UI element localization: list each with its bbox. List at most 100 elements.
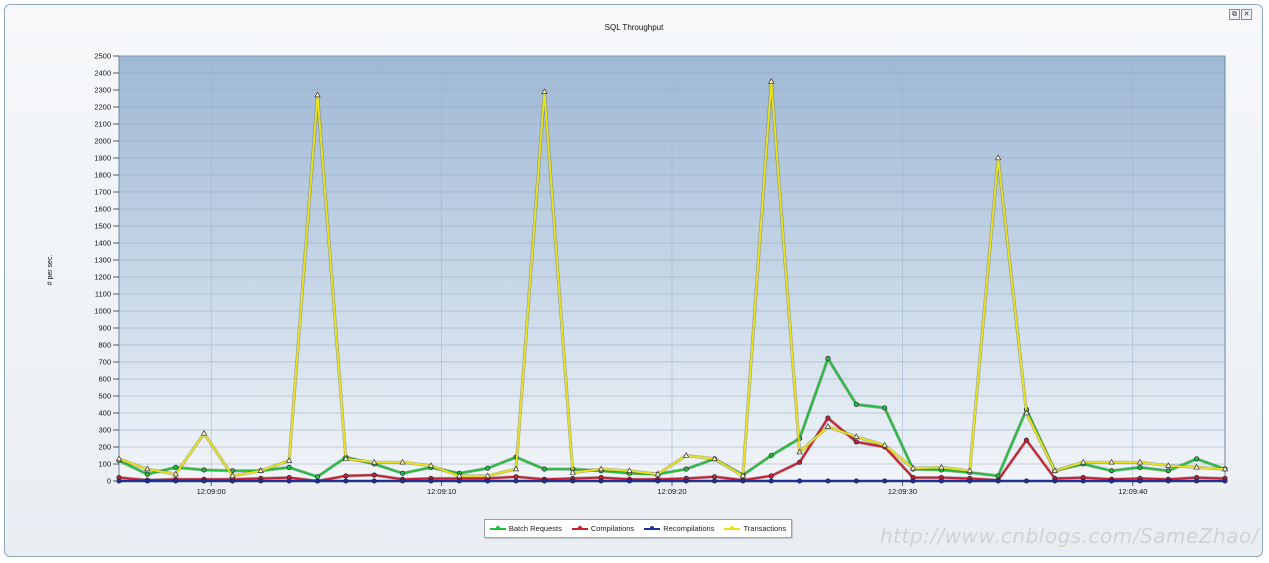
grid-lines: [119, 55, 1225, 481]
data-point: [343, 478, 349, 484]
y-tick-label: 2000: [94, 137, 111, 146]
legend-swatch: [724, 525, 741, 530]
y-tick-label: 1300: [94, 256, 111, 265]
data-point: [285, 457, 293, 463]
legend-item[interactable]: Transactions: [724, 524, 786, 533]
data-point: [711, 474, 718, 480]
y-tick-label: 1900: [94, 154, 111, 163]
data-point: [683, 466, 689, 472]
data-point: [1023, 478, 1030, 484]
data-point: [882, 405, 888, 411]
data-point: [881, 441, 888, 448]
data-point: [456, 472, 463, 479]
y-tick-label: 700: [98, 358, 111, 367]
data-point: [201, 478, 207, 484]
data-point: [711, 478, 718, 484]
data-point: [1023, 437, 1030, 443]
y-tick-label: 1600: [94, 205, 111, 214]
legend-item[interactable]: Recompilations: [644, 524, 714, 533]
y-tick-label: 1200: [94, 273, 111, 282]
y-tick-label: 2500: [94, 52, 111, 61]
data-point: [1023, 409, 1030, 416]
data-point: [597, 465, 605, 472]
data-point: [1108, 458, 1115, 465]
data-point: [796, 448, 803, 455]
data-point: [1136, 458, 1144, 465]
legend-label: Recompilations: [663, 524, 715, 533]
y-tick-label: 0: [107, 477, 111, 486]
y-tick-label: 2400: [94, 69, 111, 78]
legend-item[interactable]: Batch Requests: [489, 524, 562, 533]
data-point: [399, 458, 406, 465]
data-point: [229, 472, 236, 479]
data-point: [116, 478, 122, 484]
data-point: [824, 423, 832, 429]
data-point: [286, 464, 292, 470]
data-point: [428, 478, 434, 484]
y-tick-label: 1800: [94, 171, 111, 180]
x-axis: 12:09:00 12:09:10 12:09:20 12:09:30 12:09:40: [119, 480, 1225, 496]
series-transactions: [115, 77, 1229, 479]
data-point: [768, 473, 774, 479]
legend-swatch: [489, 525, 506, 530]
data-point: [484, 472, 491, 479]
data-point: [768, 452, 774, 459]
data-point: [853, 478, 859, 484]
data-point: [768, 77, 775, 84]
data-point: [1194, 478, 1200, 484]
data-point: [314, 474, 321, 480]
data-point: [1080, 478, 1086, 484]
y-tick-label: 100: [98, 460, 111, 469]
y-tick-label: 2200: [94, 103, 111, 112]
data-point: [569, 468, 576, 475]
data-point: [655, 478, 661, 484]
data-point: [144, 478, 150, 484]
legend-item[interactable]: Compilations: [571, 524, 634, 533]
data-point: [144, 465, 151, 472]
chart-legend: Batch Requests Compilations Recompilations…: [484, 519, 792, 538]
data-point: [626, 478, 633, 484]
data-point: [825, 478, 831, 484]
data-point: [938, 478, 944, 484]
data-point: [797, 478, 803, 484]
data-point: [938, 463, 945, 470]
data-point: [598, 478, 604, 484]
y-tick-label: 1500: [94, 222, 111, 231]
legend-swatch: [571, 525, 588, 530]
legend-label: Transactions: [743, 524, 787, 533]
data-point: [853, 439, 859, 445]
data-point: [258, 478, 264, 484]
data-point: [371, 458, 378, 465]
y-tick-label: 400: [98, 409, 111, 418]
data-point: [1165, 462, 1172, 468]
data-point: [740, 478, 746, 484]
data-point: [512, 465, 520, 472]
data-point: [1051, 467, 1059, 473]
data-point: [541, 88, 548, 94]
data-point: [541, 478, 547, 484]
data-point: [909, 464, 917, 471]
close-icon[interactable]: ✕: [1241, 9, 1252, 20]
data-point: [966, 467, 973, 473]
data-point: [967, 478, 973, 484]
data-point: [485, 478, 491, 484]
data-point: [1137, 464, 1143, 470]
data-point: [654, 470, 662, 477]
data-point: [173, 464, 179, 470]
data-point: [1109, 478, 1115, 484]
legend-swatch: [644, 525, 661, 530]
data-point: [739, 472, 747, 479]
data-point: [683, 478, 689, 484]
y-tick-label: 1100: [95, 290, 111, 299]
legend-label: Batch Requests: [508, 524, 562, 533]
restore-icon[interactable]: ⧉: [1229, 9, 1240, 20]
data-point: [882, 478, 888, 484]
data-point: [825, 415, 831, 421]
y-tick-label: 2300: [94, 86, 111, 95]
y-axis: 0 100 200 300 400 500 600 700 800 900 1000 1100 1200…: [94, 52, 119, 486]
data-point: [682, 451, 690, 458]
data-point: [570, 478, 576, 484]
data-point: [342, 455, 350, 462]
data-point: [910, 478, 916, 484]
